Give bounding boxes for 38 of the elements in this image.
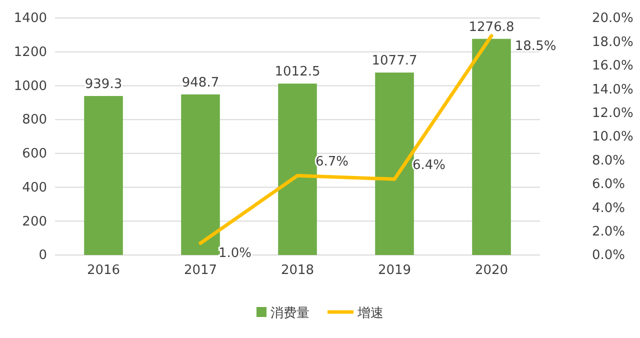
x-tick-label: 2020 (474, 263, 508, 278)
y-tick-label: 1200 (14, 45, 47, 60)
y2-tick-label: 20.0% (592, 11, 634, 26)
y2-tick-label: 18.0% (592, 34, 634, 50)
legend-label: 增速 (356, 306, 384, 321)
y2-tick-label: 10.0% (592, 130, 634, 145)
data-label: 1077.7 (372, 54, 418, 69)
data-label: 18.5% (514, 38, 556, 54)
y-tick-label: 0 (38, 248, 47, 264)
y2-tick-label: 4.0% (592, 200, 626, 216)
x-tick-label: 2018 (280, 263, 314, 278)
y2-tick-label: 0.0% (592, 248, 626, 264)
y-tick-label: 400 (22, 180, 47, 196)
bar (84, 96, 123, 255)
data-label: 948.7 (182, 75, 220, 90)
y-tick-label: 800 (22, 112, 47, 128)
x-tick-label: 2016 (86, 263, 120, 278)
y2-tick-label: 2.0% (592, 224, 626, 240)
bar (278, 84, 317, 255)
y-tick-label: 1400 (14, 11, 47, 26)
bar (181, 94, 220, 255)
data-label: 1276.8 (468, 20, 514, 35)
y2-tick-label: 14.0% (592, 82, 634, 98)
bar (472, 38, 511, 255)
data-label: 1012.5 (274, 64, 320, 80)
x-tick-label: 2017 (184, 263, 218, 278)
data-label: 1.0% (218, 246, 252, 262)
x-tick-label: 2019 (378, 263, 412, 278)
legend-label: 消费量 (270, 306, 310, 321)
bar (375, 72, 414, 255)
y-tick-label: 1000 (14, 78, 47, 94)
y2-tick-label: 8.0% (592, 153, 626, 168)
y2-tick-label: 12.0% (592, 106, 634, 121)
y-tick-label: 600 (22, 146, 47, 162)
data-label: 939.3 (84, 76, 122, 92)
y2-tick-label: 6.0% (592, 177, 626, 192)
y2-tick-label: 16.0% (592, 58, 634, 74)
y-tick-label: 200 (22, 214, 47, 230)
